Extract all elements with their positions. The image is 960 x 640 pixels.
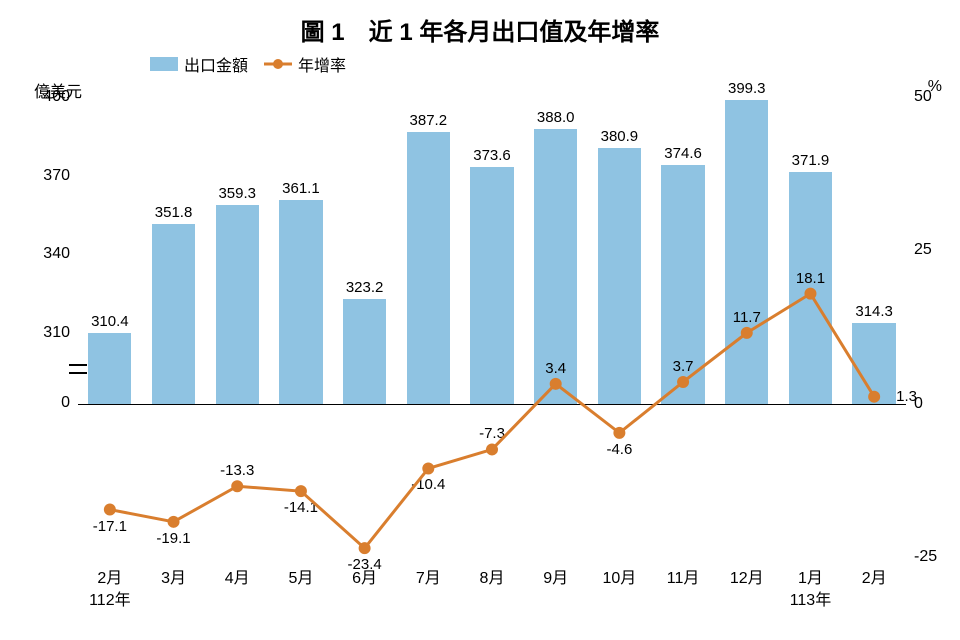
y-left-tick: 310	[20, 324, 70, 342]
x-tick-label: 5月	[288, 564, 313, 588]
x-tick-label: 11月	[667, 564, 700, 588]
legend-swatch-bar	[150, 57, 178, 71]
export-chart: 圖 1 近 1 年各月出口值及年增率 出口金額 年增率 億美元 % 031034…	[0, 0, 960, 640]
x-tick-label: 12月	[730, 564, 764, 588]
x-year-label: 113年	[790, 586, 832, 610]
y-right-tick: 25	[914, 241, 932, 259]
line-value-label: -23.4	[348, 556, 382, 573]
legend: 出口金額 年增率	[150, 52, 346, 76]
legend-label-bar: 出口金額	[184, 52, 248, 76]
x-tick-label: 3月	[161, 564, 186, 588]
plot-area: 0310340370400-2502550310.42月112年-17.1351…	[78, 98, 906, 558]
bar-value-label: 399.3	[728, 80, 766, 97]
x-tick-label: 2月	[862, 564, 887, 588]
growth-line	[78, 98, 906, 558]
x-year-label: 112年	[89, 586, 131, 610]
legend-swatch-line	[264, 57, 292, 71]
legend-item-bar: 出口金額	[150, 52, 248, 76]
legend-label-line: 年增率	[298, 52, 346, 76]
y-right-tick: -25	[914, 548, 937, 566]
x-tick-label: 4月	[225, 564, 250, 588]
y-left-tick: 370	[20, 167, 70, 185]
x-tick-label: 2月	[97, 564, 122, 588]
legend-item-line: 年增率	[264, 52, 346, 76]
x-tick-label: 10月	[602, 564, 636, 588]
y-left-tick: 340	[20, 245, 70, 263]
x-tick-label: 8月	[480, 564, 505, 588]
x-tick-label: 1月	[798, 564, 823, 588]
y-right-tick: 50	[914, 88, 932, 106]
x-tick-label: 9月	[543, 564, 568, 588]
chart-title: 圖 1 近 1 年各月出口值及年增率	[0, 12, 960, 47]
x-tick-label: 7月	[416, 564, 441, 588]
y-left-tick: 0	[20, 394, 70, 412]
y-left-tick: 400	[20, 88, 70, 106]
